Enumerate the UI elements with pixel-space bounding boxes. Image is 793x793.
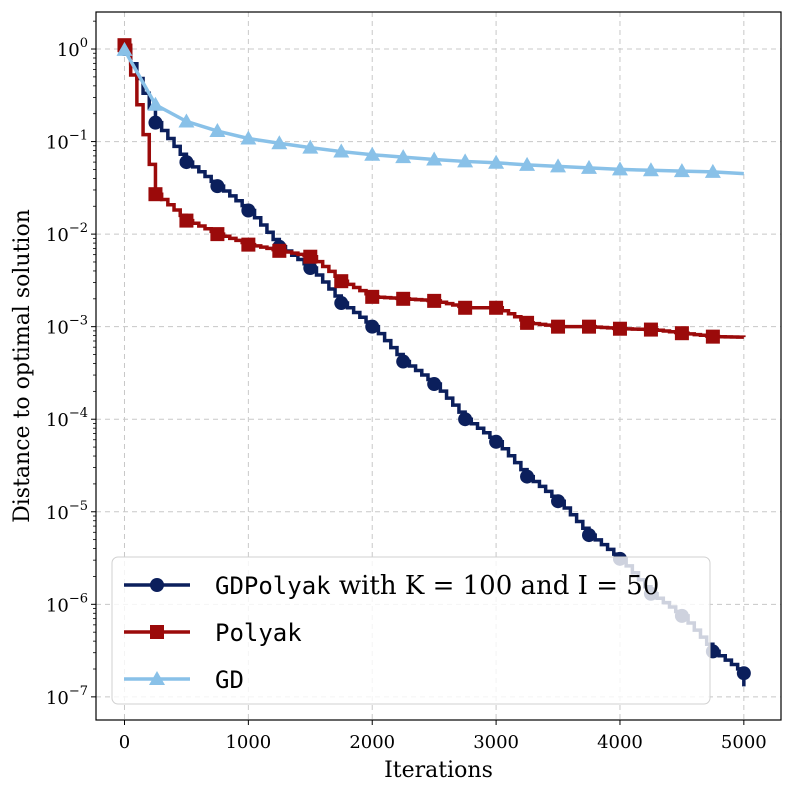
plot-frame [95,11,782,721]
data-point [303,261,318,276]
data-point [179,155,194,170]
x-tick-label: 2000 [349,732,395,753]
data-point [271,135,288,150]
data-point [241,237,256,252]
data-point [705,329,720,344]
legend-marker [149,671,165,685]
data-point [178,113,195,128]
data-point [427,377,442,392]
x-tick-label: 1000 [225,732,271,753]
data-point [488,154,505,169]
y-tick-label: 10−6 [46,591,88,616]
legend-marker [150,578,164,592]
data-point [303,249,318,264]
data-point [551,494,566,509]
data-point [704,163,721,178]
data-point [333,143,350,158]
data-point [458,300,473,315]
data-point [272,243,287,258]
series-polyak [117,38,746,344]
data-point [520,469,535,484]
data-point [581,159,598,174]
data-point [334,296,349,311]
data-point [674,326,689,341]
x-axis-label: Iterations [384,758,493,783]
legend-item: GDPolyak with K = 100 and I = 50 [124,571,659,601]
data-point [427,293,442,308]
data-point [240,130,257,145]
data-point [582,319,597,334]
y-tick-label: 10−1 [46,129,88,154]
x-tick-label: 4000 [597,732,643,753]
data-point [611,161,628,176]
y-tick-label: 10−2 [46,221,88,246]
legend-label: Polyak [215,619,302,647]
data-point [147,96,164,111]
data-point [116,41,133,56]
data-point [489,434,504,449]
x-tick-label: 3000 [473,732,519,753]
legend-label: GDPolyak with K = 100 and I = 50 [215,571,659,601]
data-point [364,146,381,161]
data-point [396,291,411,306]
data-point [519,156,536,171]
data-point [520,315,535,330]
series-gd [116,41,744,178]
series-layer [116,38,751,687]
data-point [612,321,627,336]
legend-label: GD [215,666,244,694]
data-point [642,162,659,177]
data-point [458,412,473,427]
data-point [209,123,226,138]
legend-item: GD [124,666,244,694]
legend: GDPolyak with K = 100 and I = 50 Polyak GD [111,556,711,705]
data-point [210,227,225,242]
data-point [148,187,163,202]
data-point [179,213,194,228]
y-tick-label: 10−4 [46,406,88,431]
data-point [395,149,412,164]
data-point [643,322,658,337]
y-tick-label: 10−7 [46,684,88,709]
data-point [365,289,380,304]
data-point [550,158,567,173]
legend-marker [150,625,164,639]
x-tick-label: 5000 [721,732,767,753]
data-point [489,300,504,315]
data-point [210,179,225,194]
legend-box [111,556,711,705]
data-point [396,354,411,369]
data-point [365,319,380,334]
data-point [426,151,443,166]
y-tick-label: 10−5 [46,499,88,524]
data-point [582,528,597,543]
data-point [148,115,163,130]
y-axis-label: Distance to optimal solution [10,209,35,523]
data-point [334,274,349,289]
y-tick-label: 100 [57,36,88,61]
y-tick-label: 10−3 [46,314,88,339]
data-point [241,203,256,218]
data-point [457,153,474,168]
x-tick-label: 0 [119,732,130,753]
data-point [302,139,319,154]
data-point [736,666,751,681]
legend-item: Polyak [124,619,302,647]
data-point [551,319,566,334]
axis-ticks: 0 1000 2000 3000 4000 5000 100 10−1 10−2 10−3 10−4… [46,20,767,753]
data-point [673,163,690,178]
